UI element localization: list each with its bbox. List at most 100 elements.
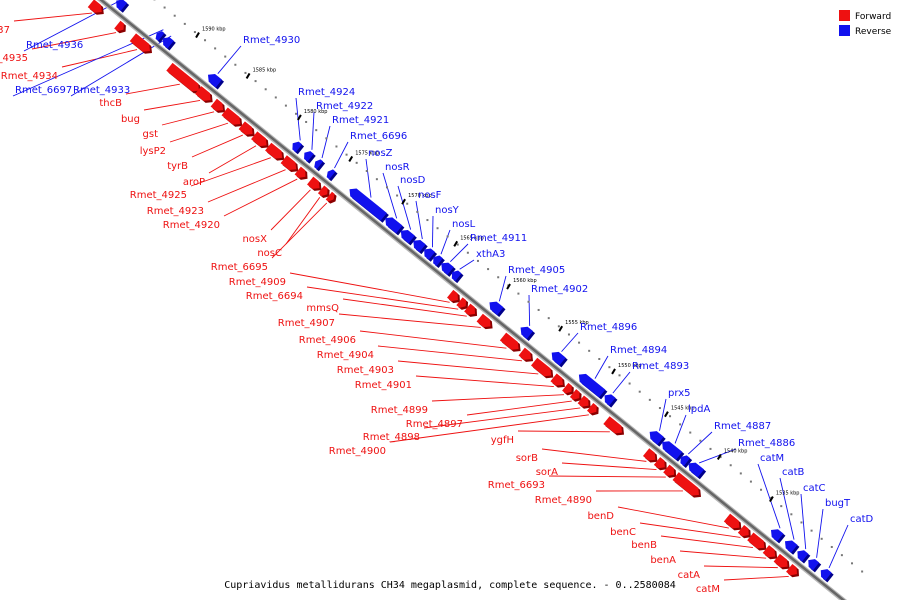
gene-label[interactable]: catM: [696, 584, 720, 595]
gene-Rmet_4890-forward[interactable]: [672, 472, 702, 498]
gene-catA-forward[interactable]: [773, 553, 790, 570]
gene-Rmet_4924-reverse[interactable]: [292, 141, 305, 155]
gene-label[interactable]: Rmet_4901: [355, 380, 412, 391]
gene-label[interactable]: Rmet_4911: [470, 233, 527, 244]
gene-Rmet_6695-forward[interactable]: [325, 191, 337, 204]
gene-Rmet_6697-reverse[interactable]: [155, 31, 167, 43]
gene-nosC-forward[interactable]: [317, 185, 330, 199]
gene-gst-forward[interactable]: [210, 98, 226, 113]
gene-label[interactable]: Rmet_6696: [350, 131, 407, 142]
gene-mmsQ-forward[interactable]: [464, 303, 478, 317]
gene-sorA-forward[interactable]: [653, 457, 667, 471]
gene-Rmet_4921-reverse[interactable]: [314, 159, 326, 172]
gene-Rmet_4907-forward[interactable]: [476, 313, 493, 330]
gene-Rmet_6694-forward[interactable]: [456, 297, 469, 310]
gene-benA-forward[interactable]: [762, 545, 778, 560]
gene-Rmet_4906-forward[interactable]: [499, 332, 521, 352]
gene-Rmet_6693-forward[interactable]: [663, 464, 677, 478]
gene-label[interactable]: catA: [678, 570, 701, 581]
gene-label[interactable]: Rmet_4924: [298, 87, 355, 98]
gene-label[interactable]: bug: [121, 114, 140, 125]
gene-label[interactable]: Rmet_4923: [147, 206, 204, 217]
gene-label[interactable]: Rmet_4907: [278, 318, 335, 329]
gene-label[interactable]: Rmet_4900: [329, 446, 386, 457]
gene-label[interactable]: nosZ: [368, 148, 393, 159]
gene-label[interactable]: benD: [587, 511, 614, 522]
gene-thcB-forward[interactable]: [166, 62, 201, 94]
gene-benB-forward[interactable]: [747, 532, 767, 551]
gene-Rmet_4896-reverse[interactable]: [551, 351, 568, 368]
gene-catD-reverse[interactable]: [820, 569, 834, 583]
gene-label[interactable]: Rmet_4933: [73, 85, 130, 96]
gene-lpdA-reverse[interactable]: [662, 441, 685, 462]
gene-label[interactable]: catM: [760, 453, 784, 464]
gene-label[interactable]: catC: [803, 483, 826, 494]
gene-label[interactable]: mmsQ: [306, 303, 339, 314]
gene-label[interactable]: nosD: [400, 175, 426, 186]
gene-label[interactable]: Rmet_4934: [1, 71, 58, 82]
gene-label[interactable]: Rmet_4936: [26, 40, 83, 51]
gene-label[interactable]: catD: [850, 514, 874, 525]
gene-Rmet_4898-forward[interactable]: [577, 395, 591, 409]
gene-label[interactable]: Rmet_6695: [211, 262, 268, 273]
gene-Rmet_4894-reverse[interactable]: [578, 373, 608, 400]
gene-label[interactable]: nosY: [435, 205, 460, 216]
gene-label[interactable]: Rmet_4899: [371, 405, 428, 416]
gene-label[interactable]: Rmet_6694: [246, 291, 303, 302]
gene-label[interactable]: prx5: [668, 388, 690, 399]
gene-label[interactable]: ygfH: [491, 435, 514, 446]
gene-nosR-reverse[interactable]: [385, 217, 405, 236]
gene-label[interactable]: Rmet_4887: [714, 421, 771, 432]
gene-Rmet_4923-forward[interactable]: [280, 155, 299, 172]
gene-label[interactable]: Rmet_4896: [580, 322, 637, 333]
gene-label[interactable]: nosX: [242, 234, 267, 245]
gene-label[interactable]: Rmet_6693: [488, 480, 545, 491]
gene-Rmet_4904-forward[interactable]: [518, 347, 534, 362]
gene-Rmet_4899-forward[interactable]: [562, 382, 574, 396]
gene-lysP2-forward[interactable]: [221, 107, 243, 127]
gene-label[interactable]: nosC: [257, 248, 282, 259]
gene-label[interactable]: sorB: [516, 453, 538, 464]
gene-label[interactable]: Rmet_4920: [163, 220, 220, 231]
gene-label[interactable]: Rmet_4906: [299, 335, 356, 346]
gene-sorB-forward[interactable]: [642, 448, 658, 463]
gene-Rmet_4934-forward[interactable]: [129, 33, 152, 54]
gene-Rmet_4933-reverse[interactable]: [162, 37, 176, 51]
gene-nosZ-reverse[interactable]: [349, 188, 389, 223]
gene-label[interactable]: catB: [782, 467, 805, 478]
gene-label[interactable]: xthA3: [476, 249, 505, 260]
gene-label[interactable]: Rmet_4905: [508, 265, 565, 276]
gene-Rmet_4935-forward[interactable]: [114, 20, 126, 34]
gene-ygfH-forward[interactable]: [603, 416, 625, 436]
gene-label[interactable]: nosR: [385, 162, 410, 173]
gene-label[interactable]: Rmet_4886: [738, 438, 795, 449]
gene-label[interactable]: Rmet_4903: [337, 365, 394, 376]
gene-label[interactable]: gst: [143, 129, 159, 140]
gene-label[interactable]: thcB: [99, 98, 122, 109]
gene-label[interactable]: Rmet_4890: [535, 495, 592, 506]
gene-Rmet_4900-forward[interactable]: [586, 403, 599, 416]
gene-Rmet_4925-forward[interactable]: [265, 142, 285, 161]
gene-label[interactable]: Rmet_4894: [610, 345, 667, 356]
gene-label[interactable]: Rmet_4930: [243, 35, 300, 46]
gene-catB-reverse[interactable]: [784, 540, 800, 555]
gene-nosD-reverse[interactable]: [400, 229, 417, 246]
gene-Rmet_4887-reverse[interactable]: [680, 455, 693, 468]
gene-label[interactable]: Rmet_4909: [229, 277, 286, 288]
gene-Rmet_4936-reverse[interactable]: [116, 0, 130, 13]
gene-prx5-reverse[interactable]: [649, 431, 666, 447]
gene-nosF-reverse[interactable]: [413, 240, 428, 255]
gene-tyrB-forward[interactable]: [238, 121, 255, 137]
gene-Rmet_4937-forward[interactable]: [87, 0, 104, 15]
gene-label[interactable]: benB: [631, 540, 657, 551]
gene-benD-forward[interactable]: [723, 513, 742, 531]
gene-Rmet_4901-forward[interactable]: [550, 373, 565, 388]
gene-Rmet_4911-reverse[interactable]: [441, 262, 456, 277]
gene-label[interactable]: Rmet_6697: [15, 85, 72, 96]
gene-Rmet_4903-forward[interactable]: [531, 357, 554, 379]
gene-Rmet_4902-reverse[interactable]: [520, 326, 536, 341]
gene-label[interactable]: Rmet_4937: [0, 25, 10, 36]
gene-Rmet_4886-reverse[interactable]: [688, 462, 707, 480]
gene-bugT-reverse[interactable]: [808, 559, 822, 573]
gene-nosY-reverse[interactable]: [424, 248, 438, 262]
